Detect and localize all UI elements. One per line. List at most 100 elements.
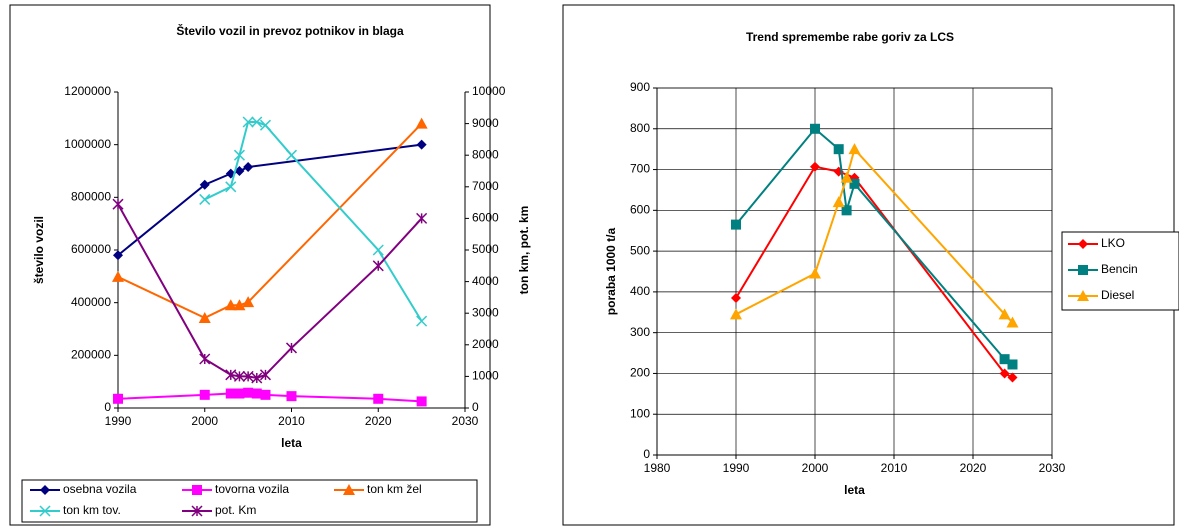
x-tick-label: 1990 (723, 461, 750, 475)
legend-marker (1078, 239, 1088, 249)
marker (999, 354, 1010, 365)
marker (286, 391, 297, 402)
marker (233, 299, 246, 311)
y2-tick-label: 7000 (472, 179, 499, 193)
marker (225, 369, 237, 381)
x-tick-label: 2000 (191, 414, 218, 428)
legend-label: tovorna vozila (215, 482, 289, 496)
marker (242, 296, 255, 308)
marker (199, 193, 211, 205)
marker (416, 396, 427, 407)
legend-marker (192, 485, 202, 495)
x-tick-label: 1980 (644, 461, 671, 475)
marker (416, 315, 428, 327)
x-tick-label: 2020 (960, 461, 987, 475)
legend-marker (1077, 290, 1089, 301)
plot-area (118, 92, 465, 408)
y-tick-label: 1000000 (64, 137, 111, 151)
marker (234, 166, 245, 176)
y-tick-label: 700 (630, 162, 650, 176)
marker (199, 353, 211, 365)
marker (416, 212, 428, 224)
marker (233, 149, 245, 161)
marker (113, 393, 123, 404)
marker (1007, 359, 1018, 370)
marker (260, 389, 271, 400)
marker (810, 123, 820, 134)
marker (848, 143, 861, 155)
y-tick-label: 200 (630, 366, 650, 380)
marker (415, 117, 428, 129)
legend-label: Bencin (1101, 262, 1138, 276)
legend-marker (39, 505, 51, 517)
series-line (117, 203, 423, 380)
marker (251, 116, 263, 128)
legend-label: LKO (1101, 236, 1125, 250)
chart-title: Število vozil in prevoz potnikov in blag… (176, 23, 404, 38)
legend-label: ton km žel (367, 482, 422, 496)
y-tick-label: 600 (630, 203, 650, 217)
marker (113, 250, 123, 261)
legend-label: pot. Km (215, 503, 256, 517)
x-axis-label: leta (281, 436, 302, 450)
y-tick-label: 0 (643, 447, 650, 461)
y-tick-label: 400 (630, 284, 650, 298)
marker (1006, 316, 1019, 328)
marker (373, 393, 384, 404)
x-tick-label: 2010 (278, 414, 305, 428)
x-tick-label: 2010 (881, 461, 908, 475)
y2-tick-label: 4000 (472, 274, 499, 288)
marker (841, 205, 852, 216)
marker (372, 244, 384, 256)
marker (999, 368, 1010, 379)
marker (372, 260, 384, 272)
marker (242, 116, 254, 128)
marker (731, 219, 741, 230)
marker (809, 267, 821, 279)
marker (112, 198, 124, 210)
legend-marker (1078, 265, 1088, 275)
y2-tick-label: 0 (472, 400, 479, 414)
marker (1007, 372, 1018, 383)
y2-tick-label: 5000 (472, 242, 499, 256)
y-tick-label: 300 (630, 325, 650, 339)
legend-label: ton km tov. (63, 503, 121, 517)
marker (199, 179, 210, 190)
legend-label: Diesel (1101, 288, 1134, 302)
marker (840, 171, 853, 183)
marker (225, 388, 236, 399)
marker (730, 308, 742, 320)
marker (198, 311, 211, 323)
legend-marker (343, 484, 355, 495)
y-tick-label: 500 (630, 243, 650, 257)
marker (242, 370, 254, 382)
y2-axis-label: ton km, pot. km (517, 206, 531, 295)
legend-marker (191, 505, 203, 517)
y2-tick-label: 3000 (472, 305, 499, 319)
marker (234, 388, 245, 399)
y-tick-label: 900 (630, 80, 650, 94)
y-tick-label: 100 (630, 406, 650, 420)
marker (251, 388, 262, 399)
plot-area (656, 87, 1053, 456)
marker (224, 299, 237, 311)
y2-tick-label: 6000 (472, 211, 499, 225)
y2-tick-label: 8000 (472, 147, 499, 161)
marker (251, 372, 263, 384)
x-axis-label: leta (844, 483, 865, 497)
legend-label: osebna vozila (63, 482, 137, 496)
y-axis-label: poraba 1000 t/a (604, 227, 618, 315)
y-tick-label: 600000 (71, 242, 111, 256)
marker (285, 342, 298, 354)
marker (199, 389, 210, 400)
legend-box (21, 479, 478, 523)
x-tick-label: 1990 (105, 414, 132, 428)
y-tick-label: 200000 (71, 348, 111, 362)
marker (731, 293, 741, 304)
y-axis-label: število vozil (32, 216, 46, 284)
marker (832, 196, 845, 208)
marker (112, 270, 124, 282)
x-tick-label: 2000 (802, 461, 829, 475)
x-tick-label: 2030 (1039, 461, 1066, 475)
